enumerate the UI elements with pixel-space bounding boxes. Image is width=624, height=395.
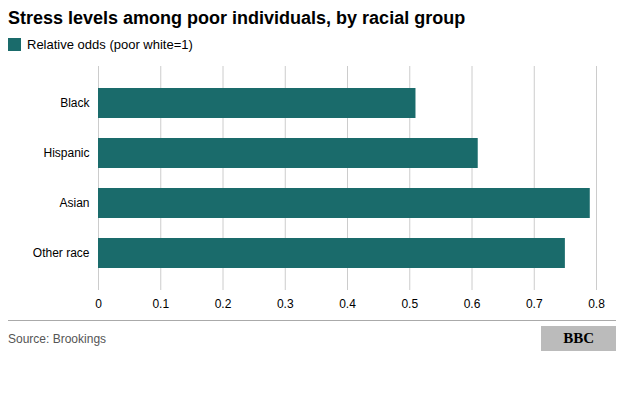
svg-text:Other race: Other race bbox=[33, 246, 90, 260]
svg-text:Asian: Asian bbox=[59, 196, 89, 210]
svg-text:0.5: 0.5 bbox=[401, 297, 418, 311]
html-text:Relative odds (poor white=1): Relative odds (poor white=1) bbox=[27, 37, 193, 52]
svg-text:0.4: 0.4 bbox=[339, 297, 356, 311]
html-text:BBC: BBC bbox=[563, 330, 594, 346]
svg-text:0.6: 0.6 bbox=[464, 297, 481, 311]
svg-text:0.8: 0.8 bbox=[588, 297, 605, 311]
svg-text:0.7: 0.7 bbox=[526, 297, 543, 311]
svg-text:Black: Black bbox=[60, 96, 90, 110]
html-text:Stress levels among poor indiv: Stress levels among poor individuals, by… bbox=[8, 8, 466, 28]
html-text:Source: Brookings: Source: Brookings bbox=[8, 331, 107, 346]
svg-text:Hispanic: Hispanic bbox=[43, 146, 89, 160]
svg-text:0.2: 0.2 bbox=[215, 297, 232, 311]
svg-text:0.1: 0.1 bbox=[152, 297, 169, 311]
svg-text:0.3: 0.3 bbox=[277, 297, 294, 311]
svg-text:0: 0 bbox=[95, 297, 102, 311]
